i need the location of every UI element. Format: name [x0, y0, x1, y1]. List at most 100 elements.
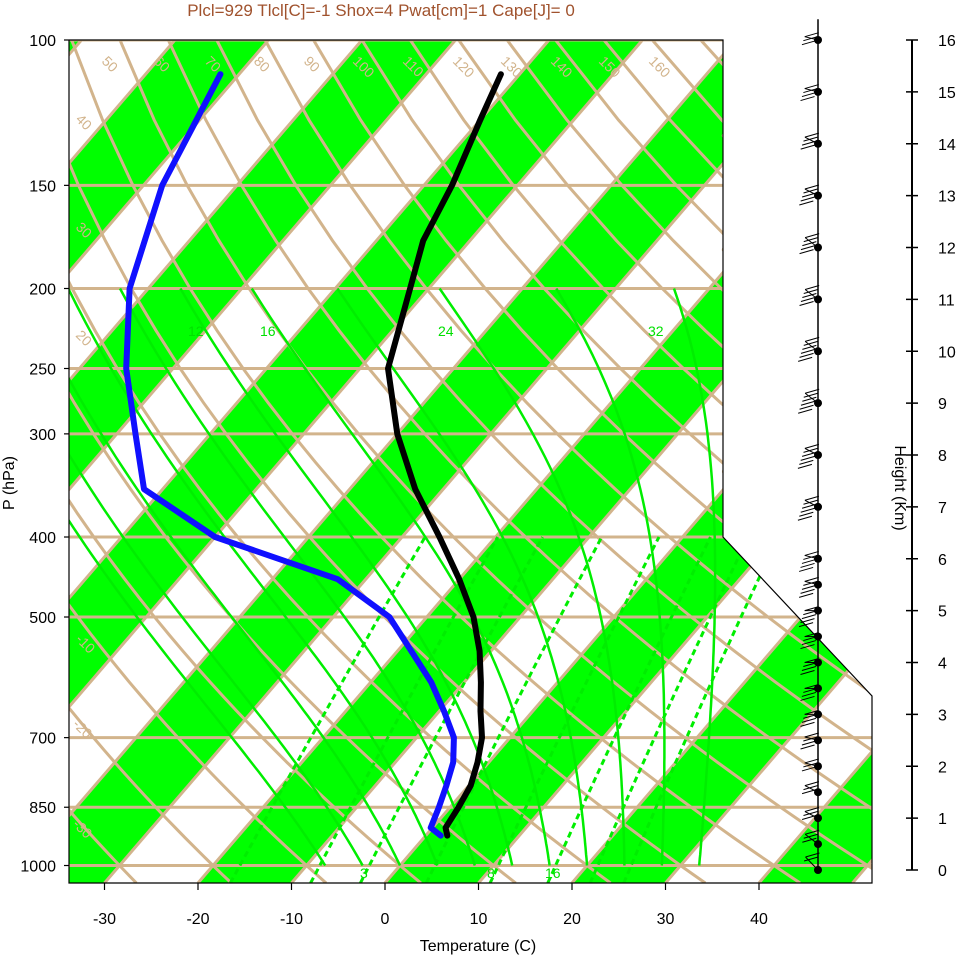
temperature-tick-label: -10 — [280, 911, 303, 928]
pressure-tick-label: 850 — [29, 800, 56, 817]
adiabat-label: 40 — [73, 111, 95, 133]
mixing-ratio-line — [359, 536, 544, 883]
wind-barb-feather — [803, 392, 818, 398]
isotherm — [69, 40, 551, 883]
dry-adiabat — [263, 40, 872, 883]
temperature-band — [946, 40, 961, 883]
pressure-tick-label: 250 — [29, 362, 56, 379]
wind-barb-feather — [800, 644, 815, 650]
pressure-tick-label: 400 — [29, 530, 56, 547]
wind-barb-feather — [804, 781, 820, 787]
pressure-tick-label: 500 — [29, 610, 56, 627]
sounding-profiles — [123, 71, 504, 839]
wind-barb-feather — [804, 709, 819, 715]
dry-adiabat — [118, 40, 872, 883]
mixing-ratio-line — [546, 536, 712, 883]
wind-barb-feather — [801, 766, 817, 772]
adiabat-label: 20 — [73, 327, 95, 349]
pressure-tick-label: 300 — [29, 427, 56, 444]
height-tick-label: 8 — [938, 448, 947, 465]
wind-barb-feather — [802, 837, 817, 843]
wind-barb-feather — [803, 785, 818, 791]
dry-adiabat — [69, 40, 138, 883]
wind-barb-feather — [802, 293, 817, 299]
mixing-ratio-line — [488, 536, 661, 883]
height-tick-label: 10 — [938, 344, 956, 361]
mixing-ratio-line — [424, 536, 604, 883]
pressure-tick-label: 1000 — [20, 859, 56, 876]
dry-adiabat — [748, 40, 872, 883]
isotherm — [69, 40, 457, 883]
moist-adiabat — [672, 288, 717, 866]
wind-barb-feather — [800, 144, 815, 150]
wind-barb-staff — [804, 447, 819, 456]
wind-barb-feather — [804, 443, 820, 449]
wind-barb-feather — [801, 614, 817, 620]
isotherm-label: 90 — [301, 53, 323, 75]
wind-barb-feather — [801, 717, 817, 723]
wind-barb-feather — [800, 96, 815, 102]
temperature-tick-label: -30 — [93, 911, 116, 928]
temperature-tick-label: 0 — [381, 911, 390, 928]
wind-barb-feather — [803, 736, 818, 742]
wind-barb-feather — [803, 610, 818, 616]
temperature-band — [572, 40, 872, 883]
wind-barb-feather — [797, 463, 813, 469]
moist-adiabat — [69, 288, 364, 867]
wind-barb-feather — [801, 192, 817, 198]
moist-adiabat-label: 12 — [188, 323, 204, 339]
wind-barb-feather — [803, 136, 818, 142]
pressure-tick-label: 200 — [29, 282, 56, 299]
height-tick-label: 16 — [938, 33, 956, 50]
wind-barb-feather — [801, 740, 817, 746]
wind-barb-feather — [801, 789, 817, 795]
x-axis-label: Temperature (C) — [420, 938, 536, 955]
height-tick-label: 2 — [938, 759, 947, 776]
wind-barb-feather — [804, 495, 820, 501]
wind-barb-staff — [804, 188, 819, 197]
wind-barb-feather — [800, 618, 815, 624]
dry-adiabat — [69, 40, 328, 883]
moist-adiabat — [250, 287, 551, 866]
wind-barb-feather — [801, 815, 817, 821]
wind-barb-feather — [803, 856, 819, 862]
wind-barb-feather — [799, 249, 814, 255]
height-axis-label: Height (Km) — [891, 445, 908, 530]
moist-adiabat — [438, 287, 626, 866]
height-tick-label: 3 — [938, 707, 947, 724]
moist-adiabat — [555, 287, 666, 866]
wind-barb-feather — [805, 852, 820, 858]
isotherm — [69, 40, 644, 883]
wind-barb-feather — [804, 632, 819, 638]
height-tick-label: 12 — [938, 241, 956, 258]
mixing-ratio-line — [588, 536, 750, 883]
wind-barb-feather — [799, 352, 814, 358]
wind-barb-feather — [803, 762, 818, 768]
wind-barb-feather — [805, 233, 820, 239]
isotherm — [103, 40, 831, 883]
height-tick-label: 7 — [938, 500, 947, 517]
wind-barb-feather — [803, 88, 818, 94]
isotherm — [757, 40, 872, 883]
wind-barb-feather — [803, 833, 818, 839]
height-tick-label: 5 — [938, 604, 947, 621]
wind-barb-feather — [797, 515, 813, 521]
wind-barb-feather — [801, 451, 817, 457]
wind-barb-feather — [805, 336, 820, 342]
wind-barb-feather — [799, 404, 814, 410]
dry-adiabat — [796, 40, 872, 883]
wind-barb-feather — [804, 683, 819, 689]
wind-barb-feather — [799, 566, 814, 572]
height-tick-label: 15 — [938, 85, 956, 102]
wind-barb-feather — [803, 662, 818, 667]
wind-barb-feather — [805, 285, 820, 291]
mixing-ratio-label: 16 — [545, 865, 561, 881]
plot-area: 50 60 70 80 90 100 110 120 130 140 150 1603020100-1… — [69, 40, 961, 883]
wind-barb-feather — [800, 297, 816, 303]
pressure-tick-label: 100 — [29, 33, 56, 50]
moist-adiabat — [69, 288, 327, 867]
wind-barb-feather — [804, 576, 819, 582]
temperature-axis: -30 -20 -10 0 10 20 30 40 — [93, 883, 768, 928]
